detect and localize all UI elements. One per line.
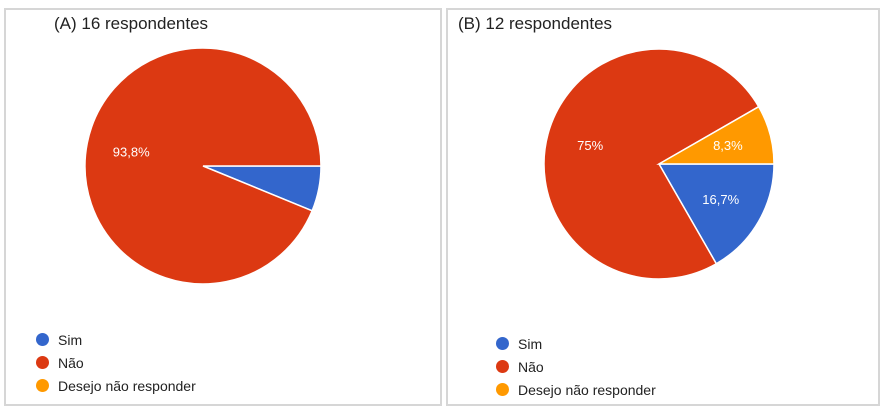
legend-label: Desejo não responder [58, 377, 196, 394]
pie-chart-a: 93,8% [84, 47, 322, 285]
pie-slice-nao-a [84, 47, 322, 285]
pie-data-label-nao-b: 75% [577, 138, 603, 153]
chart-title-a: (A) 16 respondentes [54, 14, 209, 33]
legend-a: Sim Não Desejo não responder [36, 328, 196, 397]
chart-panel-b: (B) 12 respondentes 16,7% 75% 8,3% Sim Não D… [446, 8, 880, 406]
legend-item-desejo-nao-responder-b: Desejo não responder [496, 378, 656, 401]
legend-label: Não [518, 358, 544, 375]
pie-data-label-nao-a: 93,8% [113, 144, 150, 159]
legend-label: Sim [58, 331, 83, 348]
pie-slice-nao-b [543, 48, 760, 280]
legend-item-nao-b: Não [496, 355, 656, 378]
pie-chart-b: 16,7% 75% 8,3% [543, 48, 775, 280]
legend-item-sim-a: Sim [36, 328, 196, 351]
pie-data-label-sim-b: 16,7% [702, 192, 739, 207]
legend-swatch [496, 337, 509, 350]
legend-swatch [36, 379, 49, 392]
chart-panel-a: (A) 16 respondentes 93,8% Sim Não Desejo n… [4, 8, 442, 406]
pie-slice-sim-b [657, 163, 775, 265]
pie-slice-desejo-nao-responder-b [656, 105, 775, 165]
legend-swatch [496, 360, 509, 373]
legend-item-nao-a: Não [36, 351, 196, 374]
legend-label: Não [58, 354, 84, 371]
legend-item-sim-b: Sim [496, 332, 656, 355]
legend-b: Sim Não Desejo não responder [496, 332, 656, 401]
legend-swatch [36, 356, 49, 369]
legend-swatch [496, 383, 509, 396]
legend-label: Desejo não responder [518, 381, 656, 398]
legend-label: Sim [518, 335, 543, 352]
legend-item-desejo-nao-responder-a: Desejo não responder [36, 374, 196, 397]
legend-swatch [36, 333, 49, 346]
chart-title-b: (B) 12 respondentes [458, 14, 613, 33]
pie-data-label-desejo-nao-responder-b: 8,3% [713, 138, 743, 153]
